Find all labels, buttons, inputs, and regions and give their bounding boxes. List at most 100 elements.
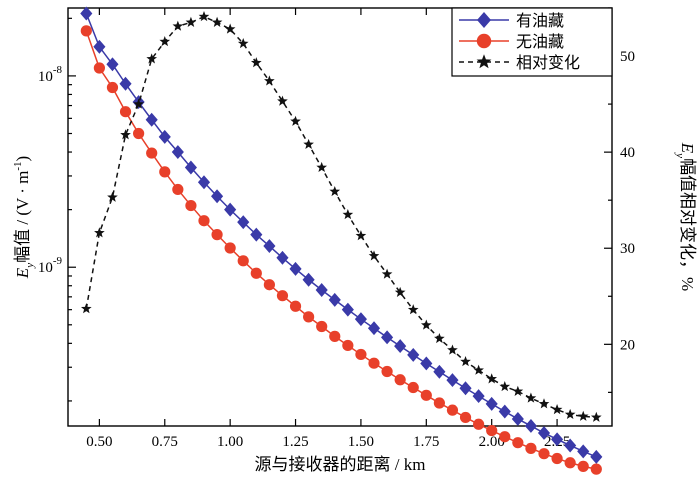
y-right-tick-label: 50 bbox=[620, 49, 635, 65]
data-point bbox=[211, 189, 224, 204]
data-point bbox=[146, 147, 158, 159]
data-point bbox=[328, 292, 341, 307]
data-point bbox=[276, 250, 289, 265]
data-point bbox=[171, 145, 184, 160]
data-point bbox=[433, 364, 446, 379]
data-point bbox=[342, 209, 354, 220]
data-point bbox=[590, 411, 602, 422]
data-point bbox=[237, 255, 249, 267]
x-tick-label: 1.75 bbox=[413, 434, 439, 450]
y-left-tick-label: 10-8 bbox=[38, 64, 63, 85]
data-point bbox=[577, 460, 589, 472]
series-line bbox=[85, 15, 597, 419]
data-point bbox=[354, 312, 367, 327]
legend-label: 有油藏 bbox=[516, 12, 564, 30]
data-point bbox=[107, 191, 118, 202]
data-point bbox=[80, 6, 93, 21]
data-point bbox=[577, 444, 590, 459]
data-point bbox=[590, 463, 602, 475]
data-point bbox=[551, 432, 564, 447]
data-point bbox=[276, 290, 289, 302]
data-point bbox=[473, 364, 484, 375]
data-point bbox=[459, 411, 472, 424]
data-point bbox=[420, 319, 432, 330]
series-circle bbox=[80, 25, 602, 475]
data-point bbox=[120, 129, 131, 140]
data-point bbox=[316, 161, 328, 173]
data-point bbox=[119, 106, 132, 118]
data-point bbox=[185, 199, 197, 212]
data-point bbox=[434, 332, 445, 344]
data-point bbox=[485, 396, 498, 411]
data-point bbox=[446, 373, 459, 388]
data-point bbox=[211, 229, 223, 241]
y-axis-left: 10-8 10-9 bbox=[38, 17, 76, 402]
data-point bbox=[499, 431, 511, 443]
data-point bbox=[329, 330, 341, 342]
plot-frame bbox=[67, 7, 613, 427]
data-point bbox=[381, 365, 393, 378]
data-point bbox=[394, 286, 406, 297]
data-point bbox=[289, 261, 302, 276]
data-point bbox=[172, 183, 184, 196]
y-left-tick-label: 10-9 bbox=[38, 255, 63, 276]
data-point bbox=[80, 303, 92, 314]
data-point bbox=[394, 374, 406, 386]
data-point bbox=[459, 381, 472, 396]
data-point bbox=[211, 16, 223, 27]
x-tick-label: 2.00 bbox=[479, 434, 505, 450]
data-point bbox=[106, 81, 119, 94]
data-point bbox=[564, 457, 576, 469]
data-point bbox=[93, 39, 106, 54]
data-point bbox=[498, 404, 511, 419]
data-point bbox=[224, 202, 237, 217]
data-point bbox=[577, 410, 589, 421]
data-point bbox=[407, 347, 420, 362]
data-point bbox=[250, 227, 263, 242]
data-point bbox=[106, 57, 119, 72]
data-point bbox=[277, 95, 288, 106]
data-point bbox=[407, 304, 419, 315]
y-axis-right-title: Ey幅值相对变化，% bbox=[674, 142, 697, 291]
data-point bbox=[263, 239, 276, 254]
series-line bbox=[85, 13, 597, 458]
data-point bbox=[146, 53, 158, 64]
data-point bbox=[381, 268, 393, 279]
data-point bbox=[538, 448, 550, 460]
data-point bbox=[159, 166, 171, 178]
data-point bbox=[315, 283, 328, 297]
data-point bbox=[537, 426, 551, 440]
data-point bbox=[289, 300, 302, 312]
legend-marker bbox=[477, 12, 491, 28]
data-point bbox=[394, 339, 407, 354]
data-point bbox=[237, 215, 250, 230]
data-point bbox=[551, 404, 563, 415]
data-point bbox=[250, 57, 262, 68]
data-point bbox=[133, 127, 145, 140]
y-right-tick-label: 40 bbox=[620, 145, 635, 161]
data-point bbox=[564, 408, 576, 419]
data-point bbox=[473, 418, 485, 430]
data-point bbox=[512, 437, 524, 449]
legend-label: 相对变化 bbox=[516, 54, 580, 72]
data-point bbox=[512, 385, 524, 396]
data-point bbox=[420, 389, 432, 401]
data-point bbox=[198, 11, 210, 22]
data-point bbox=[172, 20, 184, 31]
data-point bbox=[303, 138, 314, 149]
data-point bbox=[94, 227, 105, 238]
data-point bbox=[224, 23, 236, 34]
data-point bbox=[368, 250, 380, 261]
x-tick-label: 1.25 bbox=[282, 434, 308, 450]
data-point bbox=[158, 129, 171, 144]
data-point bbox=[198, 215, 210, 227]
data-point bbox=[472, 389, 485, 404]
data-point bbox=[447, 344, 458, 355]
data-point bbox=[184, 160, 197, 175]
data-point bbox=[290, 115, 301, 126]
data-point bbox=[185, 16, 197, 27]
data-point bbox=[250, 267, 262, 279]
data-point bbox=[159, 36, 171, 47]
